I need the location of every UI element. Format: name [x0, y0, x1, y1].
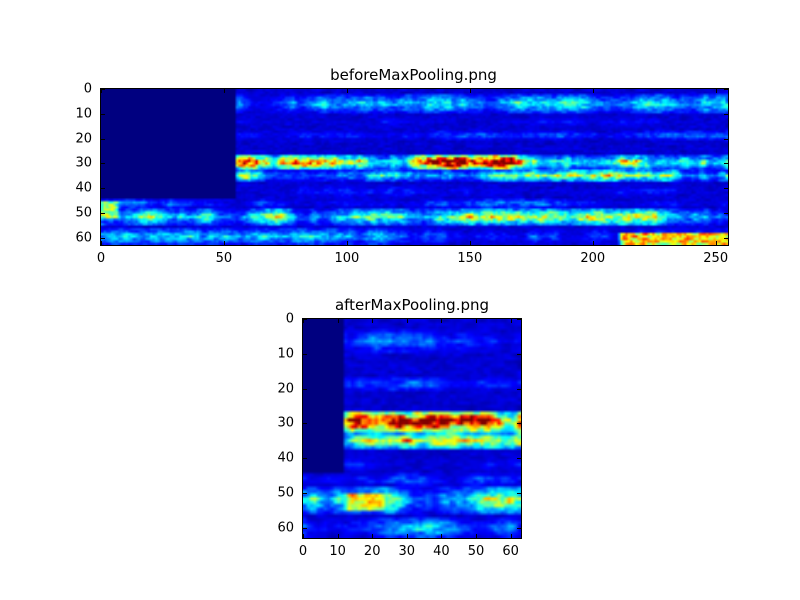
x-tick-mark: [441, 319, 443, 323]
x-tick-mark: [223, 241, 225, 245]
y-tick-mark: [724, 163, 728, 165]
y-tick-label: 50: [277, 485, 294, 501]
y-tick-mark: [101, 237, 105, 239]
x-tick-label: 30: [398, 544, 416, 559]
y-tick-mark: [517, 388, 521, 390]
x-tick-mark: [469, 241, 471, 245]
x-tick-mark: [337, 534, 339, 538]
x-tick-mark: [372, 319, 374, 323]
y-tick-mark: [724, 212, 728, 214]
y-tick-mark: [303, 353, 307, 355]
y-tick-mark: [724, 89, 728, 90]
x-tick-mark: [101, 241, 102, 245]
x-tick-mark: [406, 534, 408, 538]
after-plot-title: afterMaxPooling.png: [334, 296, 490, 314]
before-plot-title: beforeMaxPooling.png: [330, 66, 497, 84]
y-tick-mark: [101, 113, 105, 115]
y-tick-label: 50: [75, 205, 92, 221]
y-tick-label: 30: [277, 415, 294, 431]
after-axes: [302, 318, 522, 539]
y-tick-label: 30: [75, 155, 92, 171]
x-tick-label: 0: [96, 251, 106, 266]
y-tick-mark: [303, 423, 307, 425]
x-tick-label: 60: [502, 544, 519, 559]
y-tick-mark: [724, 138, 728, 140]
x-tick-mark: [337, 319, 339, 323]
x-tick-label: 50: [467, 544, 485, 559]
x-tick-label: 10: [329, 544, 346, 559]
x-tick-label: 0: [298, 544, 308, 559]
x-tick-mark: [476, 319, 478, 323]
y-tick-mark: [101, 89, 105, 90]
y-tick-label: 20: [277, 381, 294, 397]
y-tick-mark: [724, 237, 728, 239]
x-tick-mark: [510, 319, 512, 323]
x-tick-mark: [372, 534, 374, 538]
x-tick-mark: [510, 534, 512, 538]
y-tick-label: 10: [75, 106, 92, 122]
y-tick-label: 40: [75, 180, 92, 196]
x-tick-label: 50: [215, 251, 233, 266]
y-tick-label: 0: [83, 81, 92, 97]
y-tick-label: 60: [75, 230, 92, 246]
x-tick-mark: [223, 89, 225, 93]
x-tick-mark: [346, 89, 348, 93]
x-tick-mark: [101, 89, 102, 93]
y-tick-mark: [101, 163, 105, 165]
x-tick-label: 20: [363, 544, 381, 559]
x-tick-mark: [441, 534, 443, 538]
after-heatmap-canvas: [303, 319, 521, 538]
x-tick-mark: [715, 89, 717, 93]
y-tick-mark: [517, 527, 521, 529]
y-tick-label: 60: [277, 520, 294, 536]
y-tick-mark: [517, 353, 521, 355]
y-tick-mark: [303, 527, 307, 529]
x-tick-mark: [592, 241, 594, 245]
x-tick-label: 150: [457, 251, 483, 266]
x-tick-label: 200: [580, 251, 606, 266]
y-tick-label: 20: [75, 131, 92, 147]
y-tick-label: 10: [277, 346, 294, 362]
x-tick-mark: [303, 534, 304, 538]
y-tick-mark: [303, 492, 307, 494]
x-tick-mark: [469, 89, 471, 93]
y-tick-mark: [303, 388, 307, 390]
x-tick-label: 250: [703, 251, 729, 266]
y-tick-mark: [303, 458, 307, 460]
y-tick-mark: [517, 423, 521, 425]
y-tick-mark: [101, 138, 105, 140]
y-tick-mark: [517, 492, 521, 494]
x-tick-mark: [592, 89, 594, 93]
y-tick-mark: [101, 188, 105, 190]
y-tick-label: 40: [277, 450, 294, 466]
y-tick-mark: [303, 319, 307, 320]
x-tick-mark: [346, 241, 348, 245]
y-tick-mark: [517, 319, 521, 320]
x-tick-label: 100: [334, 251, 360, 266]
before-heatmap-canvas: [101, 89, 728, 245]
x-tick-mark: [476, 534, 478, 538]
x-tick-mark: [303, 319, 304, 323]
x-tick-label: 40: [433, 544, 450, 559]
y-tick-mark: [517, 458, 521, 460]
y-tick-mark: [724, 188, 728, 190]
y-tick-label: 0: [285, 311, 294, 327]
x-tick-mark: [715, 241, 717, 245]
y-tick-mark: [101, 212, 105, 214]
x-tick-mark: [406, 319, 408, 323]
y-tick-mark: [724, 113, 728, 115]
before-axes: [100, 88, 729, 246]
